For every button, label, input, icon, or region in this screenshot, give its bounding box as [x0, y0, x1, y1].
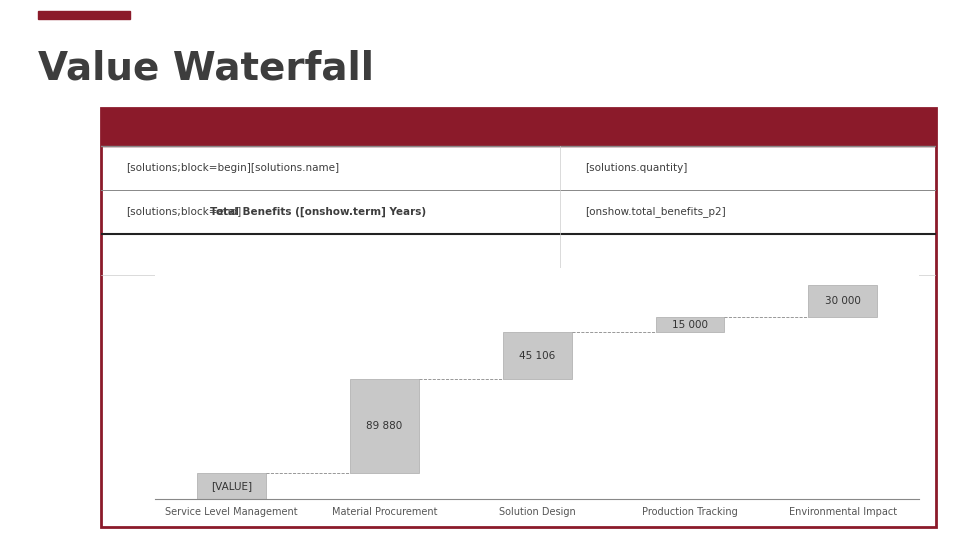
Bar: [350, 380, 419, 473]
Bar: [656, 316, 725, 332]
Bar: [101, 108, 936, 146]
FancyBboxPatch shape: [101, 108, 936, 526]
Text: [solutions.quantity]: [solutions.quantity]: [586, 163, 687, 173]
Text: [onshow.total_benefits_p2]: [onshow.total_benefits_p2]: [586, 206, 726, 217]
Text: [VALUE]: [VALUE]: [211, 481, 252, 491]
Text: [solutions;block=begin][solutions.name]: [solutions;block=begin][solutions.name]: [126, 163, 339, 173]
Text: 45 106: 45 106: [519, 351, 555, 361]
Bar: [38, 11, 130, 19]
Text: [solutions;block=end]: [solutions;block=end]: [126, 207, 241, 217]
Bar: [808, 286, 877, 316]
Text: Quantity: Quantity: [586, 158, 646, 171]
Text: 30 000: 30 000: [825, 296, 861, 306]
Text: Value Waterfall: Value Waterfall: [38, 49, 374, 87]
Text: 15 000: 15 000: [672, 320, 708, 329]
Text: Solution: Solution: [126, 158, 183, 171]
Text: Total Benefits ([onshow.term] Years): Total Benefits ([onshow.term] Years): [210, 206, 426, 217]
Text: 89 880: 89 880: [366, 421, 402, 431]
Bar: [503, 332, 571, 380]
Bar: [197, 473, 266, 500]
